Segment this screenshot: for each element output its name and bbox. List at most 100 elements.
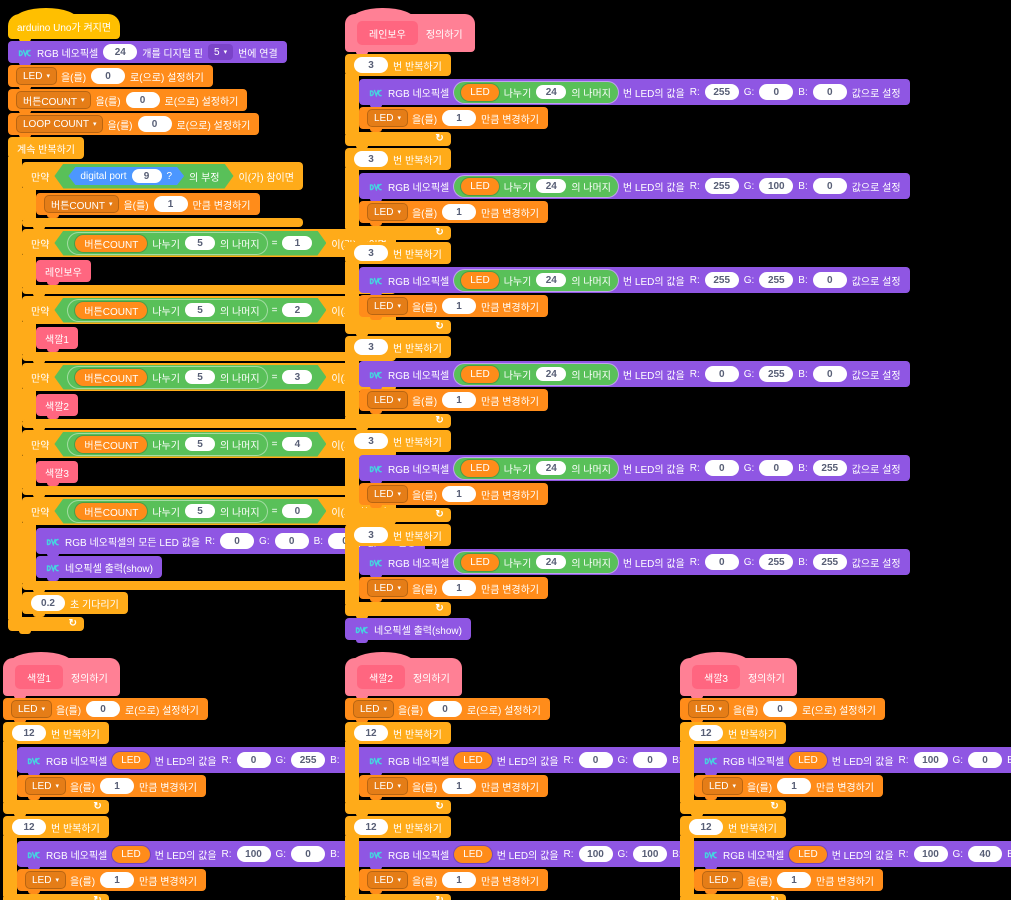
- number-input[interactable]: 9: [132, 169, 162, 183]
- variable-dropdown[interactable]: 버튼COUNT ▾: [45, 196, 119, 212]
- number-input[interactable]: 255: [704, 84, 739, 100]
- variable-reporter[interactable]: LED: [454, 845, 492, 863]
- number-input[interactable]: 12: [689, 819, 723, 835]
- repeat-block-header[interactable]: 3 번 반복하기: [345, 430, 451, 452]
- repeat-block[interactable]: 3 번 반복하기 RGB 네오픽셀 LED 나누기 24 의 나머지 번 LED…: [345, 430, 910, 525]
- repeat-block[interactable]: 12 번 반복하기 RGB 네오픽셀 LED 번 LED의 값을 R: 100 …: [345, 816, 784, 900]
- forever-block-header[interactable]: 계속 반복하기: [8, 137, 84, 159]
- number-input[interactable]: 2: [282, 303, 312, 317]
- variable-reporter[interactable]: LED: [789, 751, 827, 769]
- repeat-block[interactable]: 12 번 반복하기 RGB 네오픽셀 LED 번 LED의 값을 R: 100 …: [680, 722, 1011, 817]
- procedure-prototype[interactable]: 색깔3: [692, 665, 740, 689]
- neopixel-set-led-block[interactable]: RGB 네오픽셀 LED 나누기 24 의 나머지 번 LED의 값을 R: 0…: [359, 549, 910, 578]
- number-input[interactable]: 12: [12, 819, 46, 835]
- mod-operator[interactable]: 버튼COUNT 나누기 5 의 나머지: [68, 501, 266, 522]
- define-hat-block[interactable]: 레인보우 정의하기: [345, 8, 475, 55]
- mod-operator[interactable]: 버튼COUNT 나누기 5 의 나머지: [68, 300, 266, 321]
- if-block[interactable]: 만약 버튼COUNT 나누기 5 의 나머지 = 3 이(가) 참이면: [22, 363, 396, 431]
- neopixel-set-led-block[interactable]: RGB 네오픽셀 LED 나누기 24 의 나머지 번 LED의 값을 R: 2…: [359, 173, 910, 202]
- number-input[interactable]: 12: [354, 819, 388, 835]
- mod-operator[interactable]: LED 나누기 24 의 나머지: [454, 457, 618, 479]
- variable-reporter[interactable]: 버튼COUNT: [75, 436, 147, 453]
- repeat-block[interactable]: 12 번 반복하기 RGB 네오픽셀 LED 번 LED의 값을 R: 100 …: [3, 816, 442, 900]
- set-variable-block[interactable]: LED ▾ 을(를) 0 로(으로) 설정하기: [680, 698, 885, 723]
- number-input[interactable]: 12: [689, 725, 723, 741]
- number-input[interactable]: 12: [12, 725, 46, 741]
- number-input[interactable]: 5: [185, 370, 215, 384]
- not-operator[interactable]: digital port 9 ? 의 부정: [54, 164, 233, 189]
- variable-dropdown[interactable]: LED ▾: [368, 110, 407, 126]
- variable-reporter[interactable]: LED: [454, 751, 492, 769]
- number-input[interactable]: 0: [704, 366, 739, 382]
- number-input[interactable]: 0: [86, 701, 121, 717]
- number-input[interactable]: 1: [442, 298, 477, 314]
- if-block-header[interactable]: 만약 버튼COUNT 나누기 5 의 나머지 = 2 이(가) 참이면: [22, 296, 396, 324]
- if-block[interactable]: 만약 버튼COUNT 나누기 5 의 나머지 = 0 이(가) 참이면: [22, 497, 425, 593]
- number-input[interactable]: 255: [291, 752, 326, 768]
- mod-operator[interactable]: 버튼COUNT 나누기 5 의 나머지: [68, 367, 266, 388]
- number-input[interactable]: 24: [536, 179, 567, 193]
- if-block-header[interactable]: 만약 버튼COUNT 나누기 5 의 나머지 = 0 이(가) 참이면: [22, 497, 396, 525]
- variable-reporter[interactable]: 버튼COUNT: [75, 235, 147, 252]
- number-input[interactable]: 3: [354, 57, 388, 73]
- variable-dropdown[interactable]: 버튼COUNT ▾: [17, 92, 91, 108]
- set-variable-block[interactable]: LED ▾ 을(를) 0 로(으로) 설정하기: [345, 698, 550, 723]
- number-input[interactable]: 0: [704, 554, 739, 570]
- number-input[interactable]: 0: [125, 92, 160, 108]
- number-input[interactable]: 100: [236, 846, 271, 862]
- if-block-header[interactable]: 만약 digital port 9 ? 의 부정 이(가) 참이면: [22, 162, 303, 190]
- equals-operator[interactable]: 버튼COUNT 나누기 5 의 나머지 = 0: [54, 499, 326, 524]
- number-input[interactable]: 0: [812, 366, 847, 382]
- repeat-block-header[interactable]: 3 번 반복하기: [345, 242, 451, 264]
- equals-operator[interactable]: 버튼COUNT 나누기 5 의 나머지 = 4: [54, 432, 326, 457]
- call-procedure-block[interactable]: 색깔2: [36, 394, 78, 419]
- repeat-block-header[interactable]: 3 번 반복하기: [345, 54, 451, 76]
- call-procedure-block[interactable]: 색깔3: [36, 461, 78, 486]
- number-input[interactable]: 0: [633, 752, 668, 768]
- repeat-block-header[interactable]: 3 번 반복하기: [345, 148, 451, 170]
- repeat-block[interactable]: 3 번 반복하기 RGB 네오픽셀 LED 나누기 24 의 나머지 번 LED…: [345, 54, 910, 149]
- variable-dropdown[interactable]: LED ▾: [368, 580, 407, 596]
- number-input[interactable]: 24: [536, 461, 567, 475]
- number-input[interactable]: 0: [704, 460, 739, 476]
- number-input[interactable]: 0.2: [31, 595, 65, 611]
- neopixel-connect-block[interactable]: RGB 네오픽셀 24 개를 디지털 핀 5 ▾ 번에 연결: [8, 41, 287, 66]
- repeat-block[interactable]: 12 번 반복하기 RGB 네오픽셀 LED 번 LED의 값을 R: 0 G:…: [3, 722, 442, 817]
- number-input[interactable]: 5: [185, 236, 215, 250]
- repeat-block[interactable]: 12 번 반복하기 RGB 네오픽셀 LED 번 LED의 값을 R: 0 G:…: [345, 722, 784, 817]
- if-block[interactable]: 만약 버튼COUNT 나누기 5 의 나머지 = 4 이(가) 참이면: [22, 430, 396, 498]
- change-variable-block[interactable]: LED ▾ 을(를) 1 만큼 변경하기: [694, 869, 884, 894]
- repeat-block[interactable]: 3 번 반복하기 RGB 네오픽셀 LED 나누기 24 의 나머지 번 LED…: [345, 524, 910, 619]
- equals-operator[interactable]: 버튼COUNT 나누기 5 의 나머지 = 2: [54, 298, 326, 323]
- repeat-block-header[interactable]: 12 번 반복하기: [3, 722, 109, 744]
- mod-operator[interactable]: 버튼COUNT 나누기 5 의 나머지: [68, 434, 266, 455]
- change-variable-block[interactable]: LED ▾ 을(를) 1 만큼 변경하기: [359, 295, 549, 320]
- wait-block[interactable]: 0.2 초 기다리기: [22, 592, 128, 617]
- number-input[interactable]: 5: [185, 504, 215, 518]
- number-input[interactable]: 1: [442, 110, 477, 126]
- number-input[interactable]: 24: [536, 273, 567, 287]
- equals-operator[interactable]: 버튼COUNT 나누기 5 의 나머지 = 1: [54, 231, 326, 256]
- variable-reporter[interactable]: 버튼COUNT: [75, 302, 147, 319]
- repeat-block[interactable]: 12 번 반복하기 RGB 네오픽셀 LED 번 LED의 값을 R: 100 …: [680, 816, 1011, 900]
- variable-dropdown[interactable]: LED ▾: [368, 298, 407, 314]
- number-input[interactable]: 40: [968, 846, 1003, 862]
- number-input[interactable]: 0: [91, 68, 126, 84]
- set-variable-block[interactable]: 버튼COUNT ▾ 을(를) 0 로(으로) 설정하기: [8, 89, 248, 114]
- neopixel-show-block[interactable]: 네오픽셀 출력(show): [345, 618, 471, 643]
- if-block[interactable]: 만약 버튼COUNT 나누기 5 의 나머지 = 2 이(가) 참이면: [22, 296, 396, 364]
- number-input[interactable]: 0: [220, 533, 255, 549]
- repeat-block[interactable]: 3 번 반복하기 RGB 네오픽셀 LED 나누기 24 의 나머지 번 LED…: [345, 148, 910, 243]
- number-input[interactable]: 255: [704, 272, 739, 288]
- variable-reporter[interactable]: LED: [461, 83, 499, 101]
- repeat-block[interactable]: 3 번 반복하기 RGB 네오픽셀 LED 나누기 24 의 나머지 번 LED…: [345, 242, 910, 337]
- variable-dropdown[interactable]: LED ▾: [368, 872, 407, 888]
- variable-dropdown[interactable]: LED ▾: [703, 778, 742, 794]
- number-input[interactable]: 255: [812, 554, 847, 570]
- mod-operator[interactable]: 버튼COUNT 나누기 5 의 나머지: [68, 233, 266, 254]
- variable-reporter[interactable]: LED: [461, 271, 499, 289]
- number-input[interactable]: 100: [759, 178, 794, 194]
- pin-dropdown[interactable]: 5 ▾: [208, 44, 234, 60]
- number-input[interactable]: 12: [354, 725, 388, 741]
- procedure-prototype[interactable]: 레인보우: [357, 21, 418, 45]
